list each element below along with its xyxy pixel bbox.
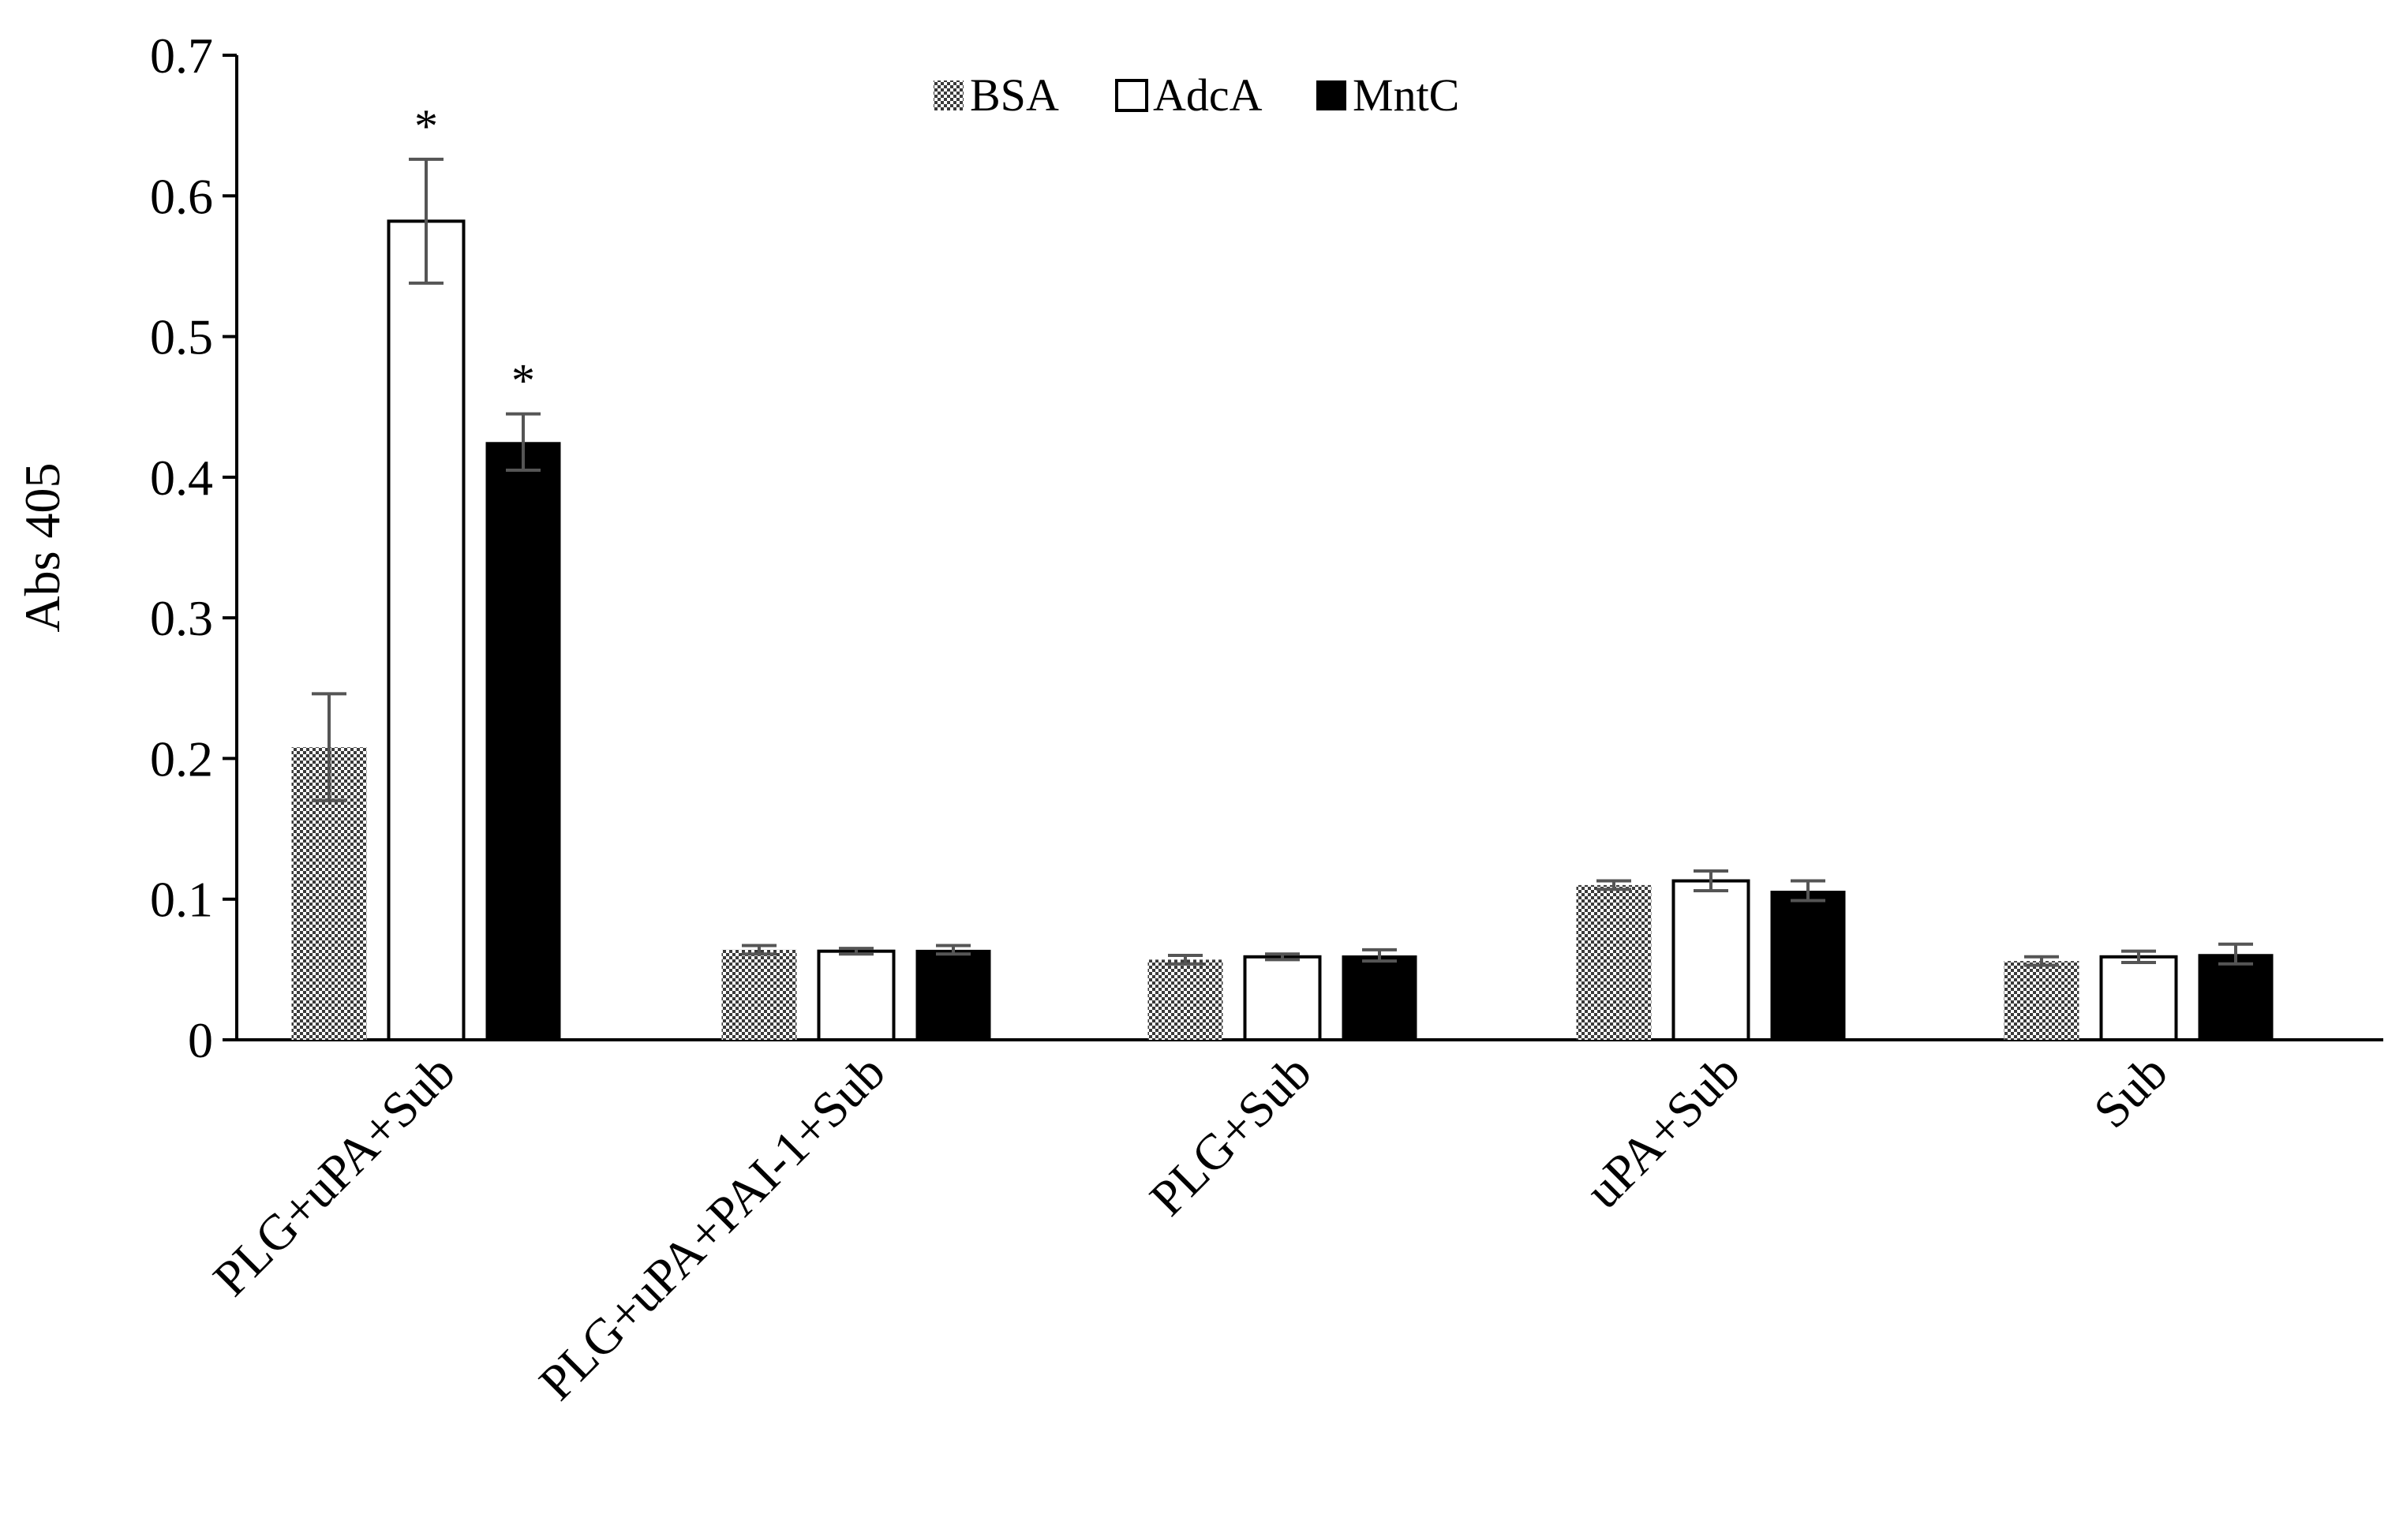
bar-adca bbox=[1671, 879, 1750, 1041]
y-tick-label: 0.1 bbox=[150, 872, 213, 928]
bar-adca bbox=[387, 219, 466, 1041]
bar-bsa bbox=[721, 949, 797, 1040]
y-tick-label: 0.4 bbox=[150, 450, 213, 506]
category-label: PLG+uPA+Sub bbox=[202, 1044, 465, 1306]
legend: BSA AdcA MntC bbox=[934, 69, 1459, 121]
bar-adca bbox=[1243, 955, 1322, 1041]
y-axis-title: Abs 405 bbox=[14, 462, 70, 632]
axes: 0 0.1 0.2 0.3 0.4 0.5 0.6 0.7 Abs 405 bbox=[14, 28, 2383, 1068]
bar-mntc bbox=[1770, 891, 1846, 1040]
bar-adca bbox=[2099, 955, 2178, 1041]
y-tick-label: 0.3 bbox=[150, 590, 213, 646]
bars bbox=[291, 157, 2274, 1042]
bar-adca bbox=[817, 949, 896, 1042]
legend-swatch-adca bbox=[1115, 79, 1148, 112]
legend-label-bsa: BSA bbox=[970, 69, 1059, 121]
y-tick-label: 0 bbox=[188, 1012, 213, 1068]
bar-bsa bbox=[1576, 884, 1652, 1040]
y-tick-label: 0.5 bbox=[150, 309, 213, 365]
legend-label-adca: AdcA bbox=[1153, 69, 1263, 121]
significance-marker: * bbox=[414, 100, 438, 152]
bar-mntc bbox=[485, 442, 561, 1040]
significance-marker: * bbox=[511, 355, 535, 407]
bar-mntc bbox=[915, 949, 991, 1040]
y-tick-label: 0.6 bbox=[150, 168, 213, 224]
category-label: PLG+Sub bbox=[1139, 1044, 1322, 1227]
category-label: uPA+Sub bbox=[1574, 1044, 1750, 1219]
bar-bsa bbox=[2004, 961, 2079, 1040]
bar-mntc bbox=[2198, 954, 2274, 1040]
y-tick-label: 0.2 bbox=[150, 731, 213, 787]
category-label: Sub bbox=[2083, 1044, 2178, 1139]
y-tick-label: 0.7 bbox=[150, 28, 213, 84]
category-label: PLG+uPA+PAI-1+Sub bbox=[528, 1044, 895, 1411]
legend-swatch-bsa bbox=[934, 80, 964, 110]
legend-label-mntc: MntC bbox=[1353, 69, 1459, 121]
bar-mntc bbox=[1342, 955, 1417, 1040]
bar-bsa bbox=[1147, 959, 1223, 1040]
legend-swatch-mntc bbox=[1316, 80, 1346, 110]
